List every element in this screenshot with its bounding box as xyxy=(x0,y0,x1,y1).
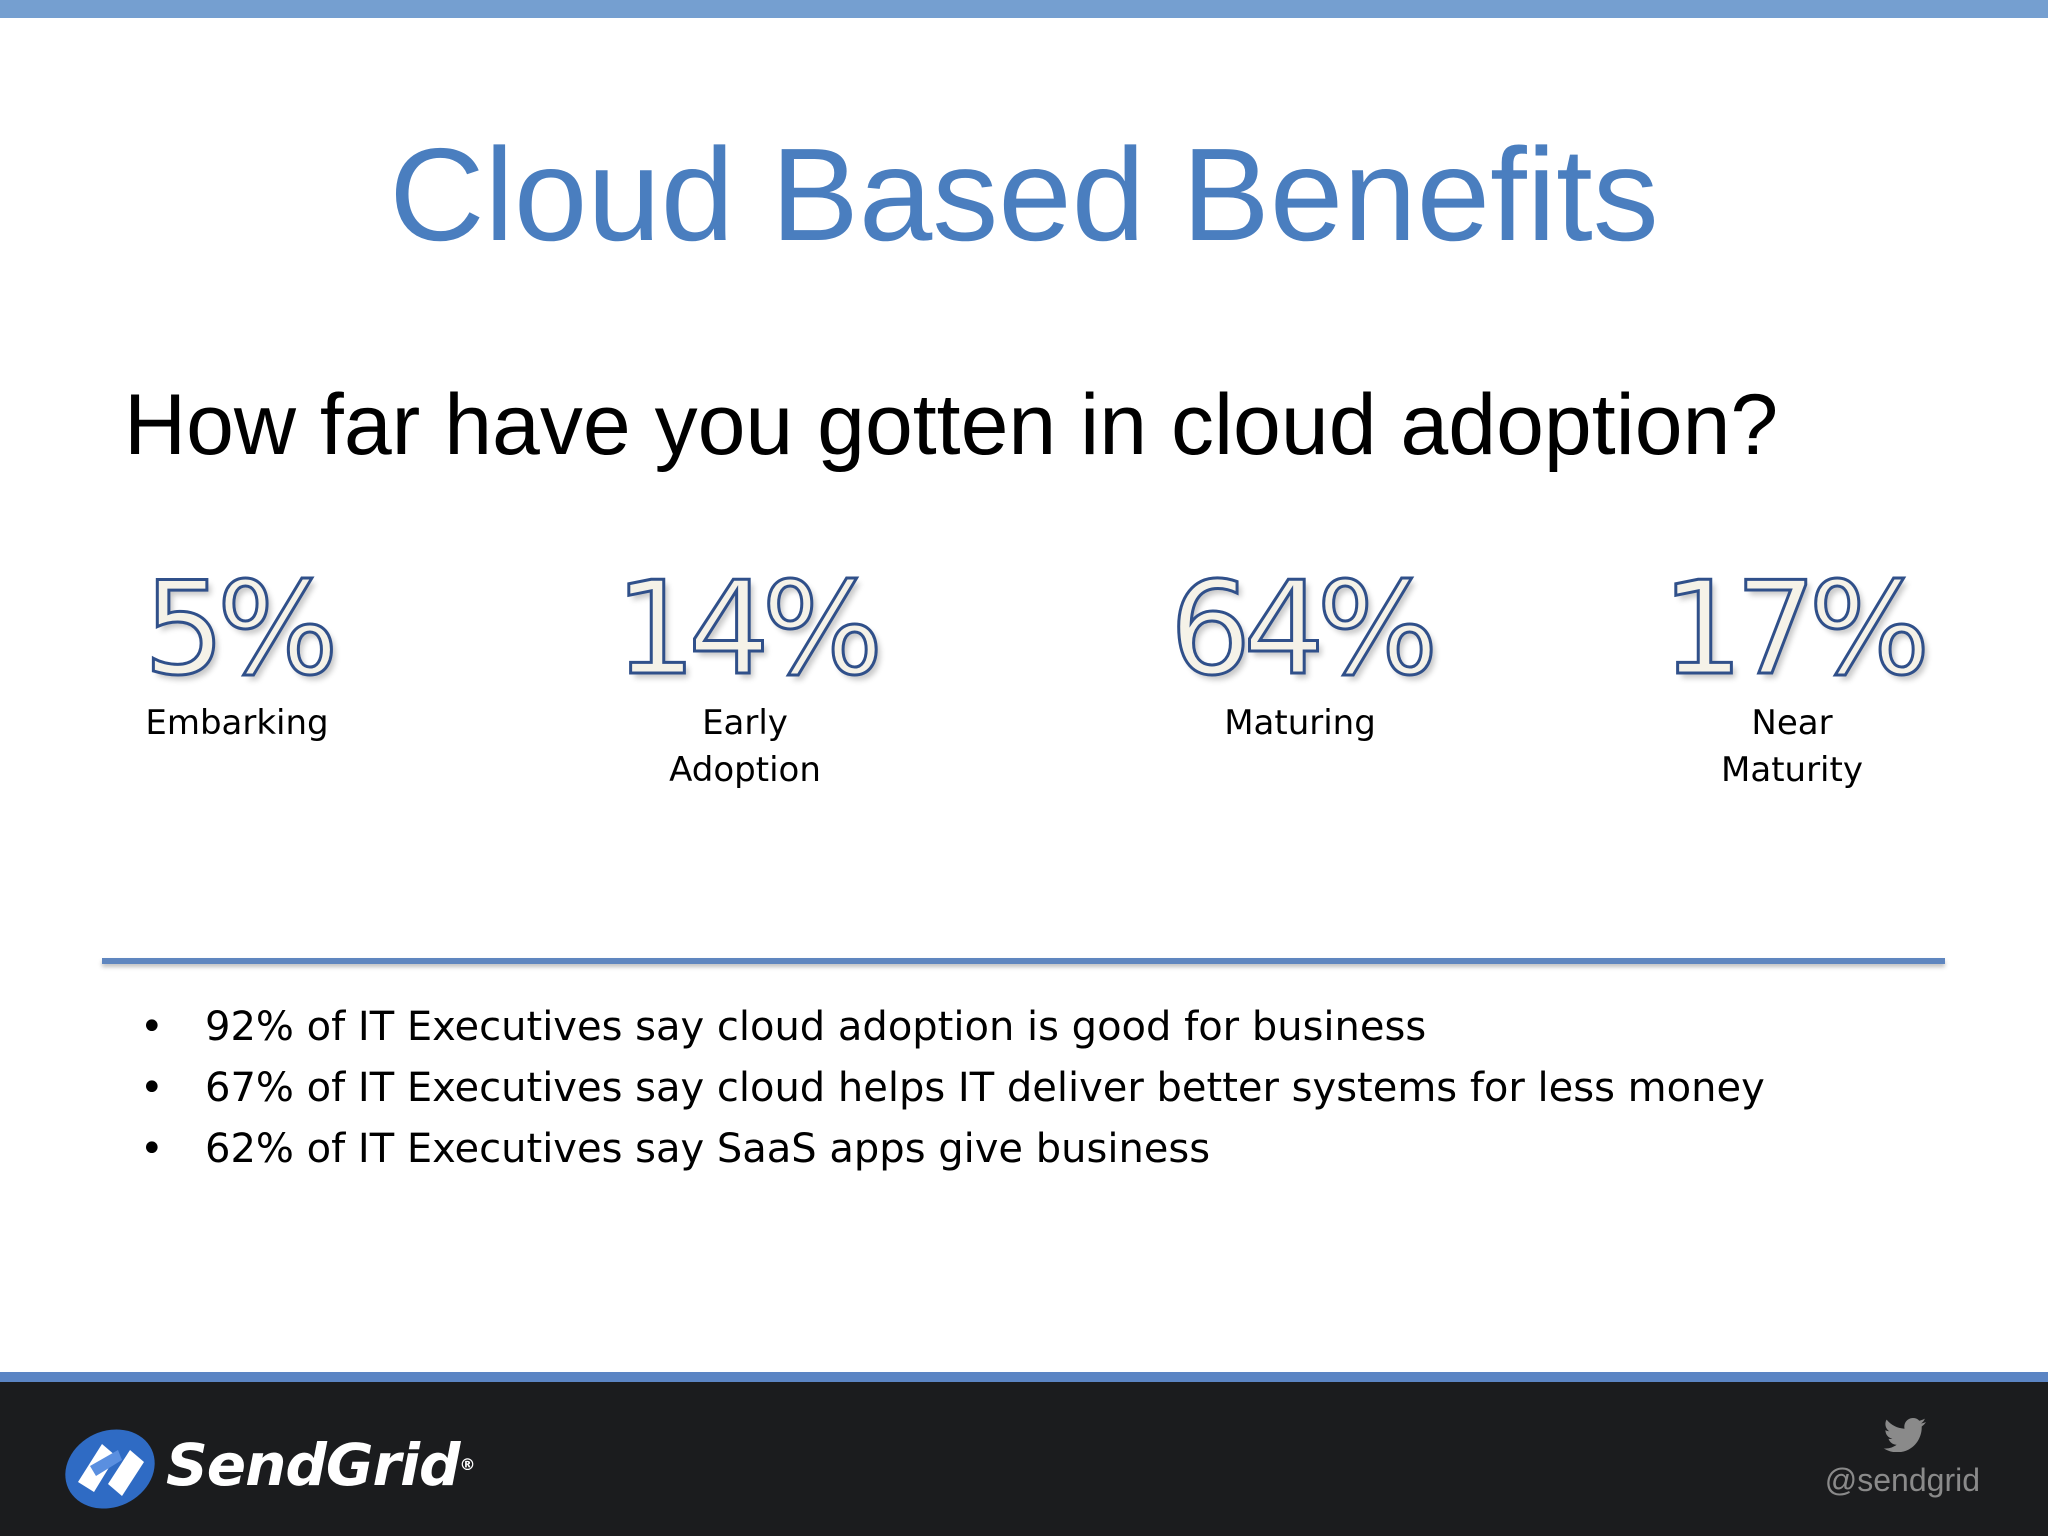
stat-label: Near Maturity xyxy=(1582,700,2002,794)
stat-label-line: Near xyxy=(1751,703,1833,743)
stat-label: Early Adoption xyxy=(535,700,955,794)
stat-label-line: Embarking xyxy=(145,703,329,743)
stat-value: 64% xyxy=(1168,555,1440,704)
twitter-handle: @sendgrid xyxy=(1824,1462,1980,1498)
bullet-marker: • xyxy=(140,1065,164,1111)
stat-embarking: 5% Embarking xyxy=(27,555,447,747)
bullet-item: • 62% of IT Executives say SaaS apps giv… xyxy=(140,1119,1765,1180)
bullet-item: • 92% of IT Executives say cloud adoptio… xyxy=(140,997,1765,1058)
stat-label-line: Maturing xyxy=(1224,703,1376,743)
registered-mark: ® xyxy=(459,1455,476,1474)
stat-maturing: 64% Maturing xyxy=(1090,555,1510,747)
bullet-text: 92% of IT Executives say cloud adoption … xyxy=(205,1004,1427,1050)
top-accent-bar xyxy=(0,0,2048,18)
stat-near-maturity: 17% Near Maturity xyxy=(1582,555,2002,794)
stat-label: Embarking xyxy=(27,700,447,747)
stat-value: 17% xyxy=(1660,555,1932,704)
stat-value: 14% xyxy=(613,555,885,704)
stat-label: Maturing xyxy=(1090,700,1510,747)
slide-question: How far have you gotten in cloud adoptio… xyxy=(124,377,1779,473)
bullet-text: 62% of IT Executives say SaaS apps give … xyxy=(205,1126,1211,1172)
section-divider xyxy=(102,958,1945,964)
footer-accent-line xyxy=(0,1372,2048,1382)
brand-name: SendGrid® xyxy=(166,1430,476,1500)
bullet-list: • 92% of IT Executives say cloud adoptio… xyxy=(140,997,1765,1180)
twitter-bird-icon xyxy=(1883,1418,1926,1452)
slide-title: Cloud Based Benefits xyxy=(389,121,1659,268)
bullet-item: • 67% of IT Executives say cloud helps I… xyxy=(140,1058,1765,1119)
bullet-marker: • xyxy=(140,1004,164,1050)
brand-name-text: SendGrid xyxy=(166,1431,461,1499)
stat-early-adoption: 14% Early Adoption xyxy=(535,555,955,794)
stat-value: 5% xyxy=(142,555,340,704)
stat-label-line: Maturity xyxy=(1721,750,1863,790)
bullet-marker: • xyxy=(140,1126,164,1172)
sendgrid-logo-icon xyxy=(65,1429,155,1509)
bullet-text: 67% of IT Executives say cloud helps IT … xyxy=(205,1065,1765,1111)
stat-label-line: Early xyxy=(702,703,788,743)
stat-label-line: Adoption xyxy=(669,750,821,790)
footer-bar: SendGrid® @sendgrid xyxy=(0,1372,2048,1536)
